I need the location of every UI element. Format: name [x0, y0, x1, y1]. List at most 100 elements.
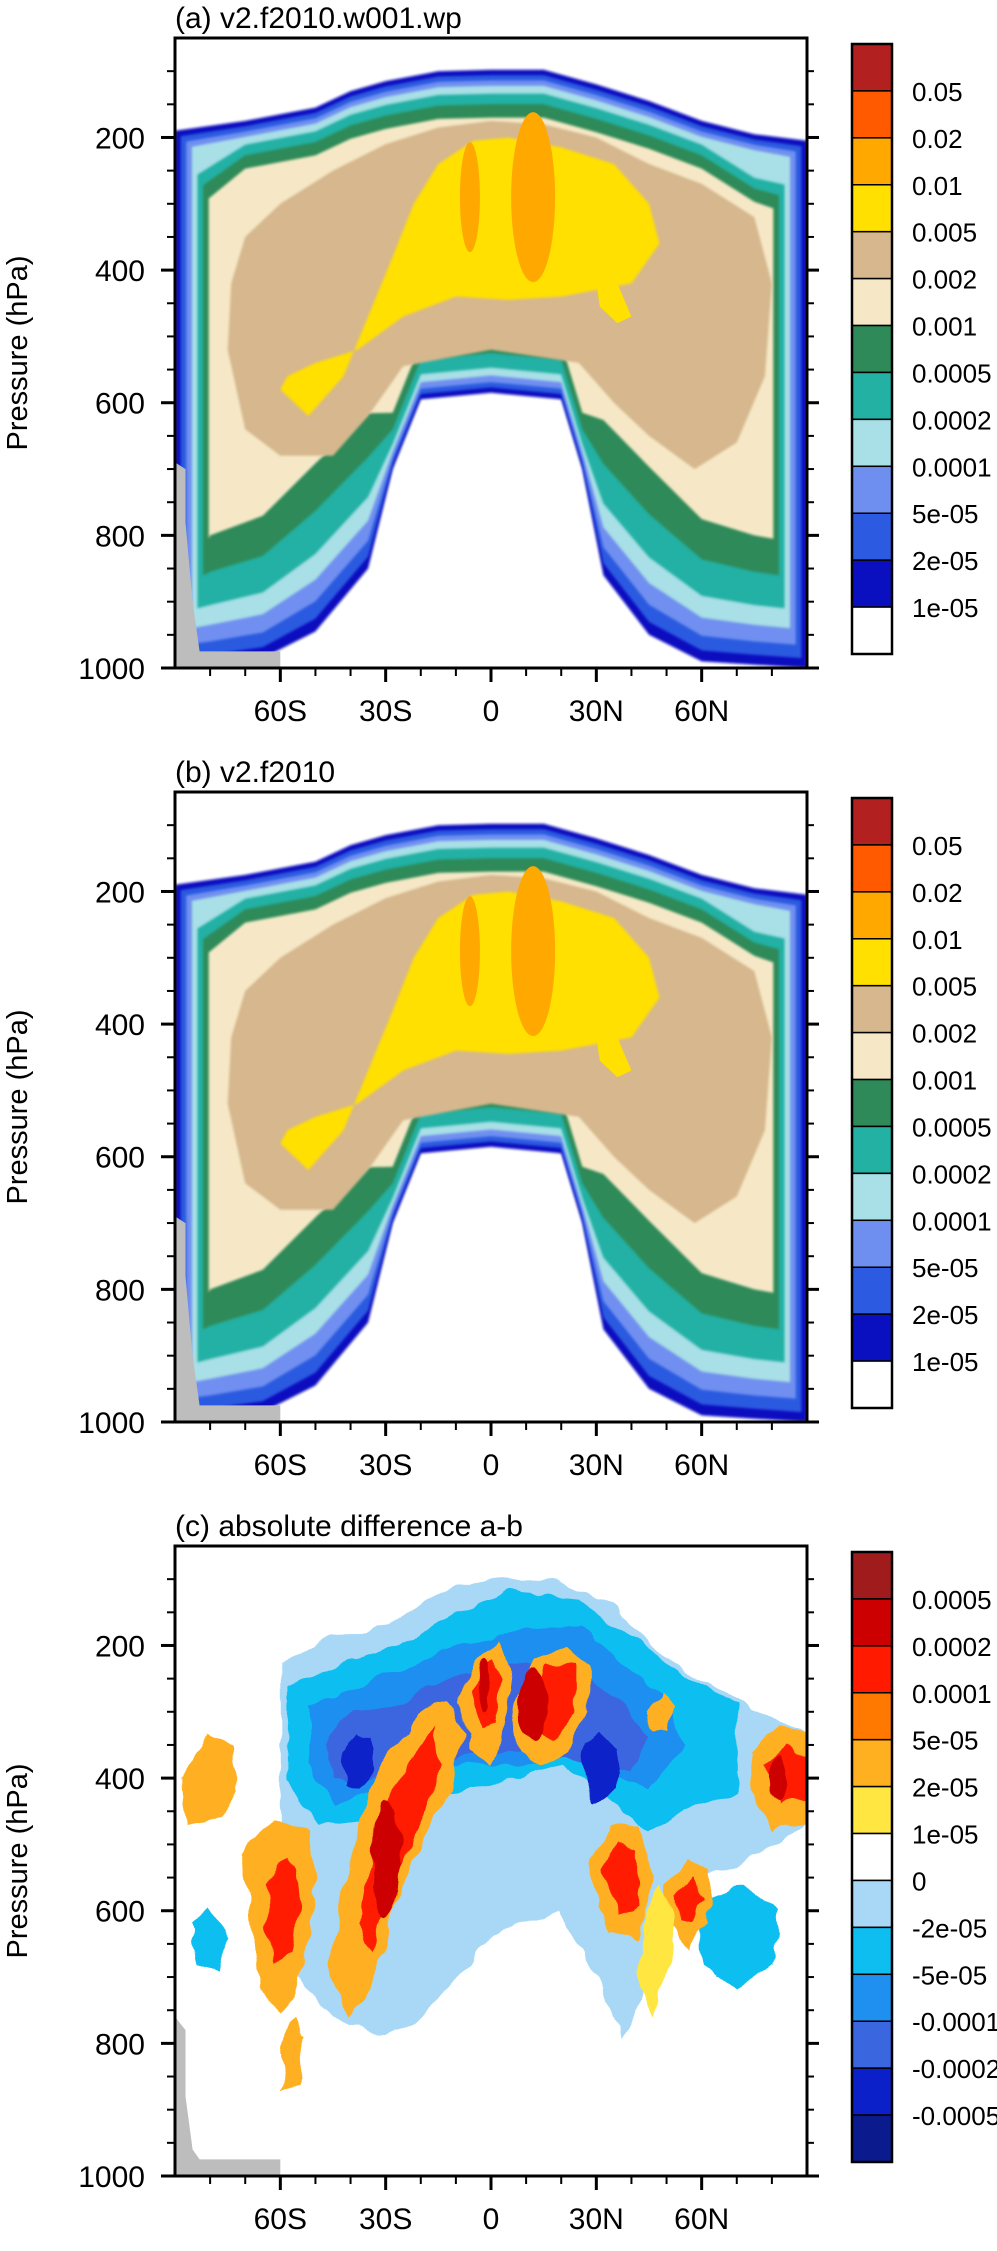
contour-band [477, 1658, 490, 1712]
y-tick-label: 600 [95, 1896, 145, 1929]
colorbar-label: 0.0005 [912, 358, 992, 388]
y-tick-label: 800 [95, 1274, 145, 1307]
colorbar-label: 0.0002 [912, 1159, 992, 1189]
x-tick-label: 30S [359, 1449, 412, 1482]
colorbar-label: 5e-05 [912, 1253, 979, 1283]
colorbar-swatch [851, 512, 893, 561]
topography [175, 1216, 281, 1422]
contour-band [701, 1884, 779, 1991]
colorbar-swatch [851, 2020, 893, 2069]
x-tick-label: 60S [254, 695, 307, 728]
colorbar-swatch [851, 1785, 893, 1835]
x-tick-label: 60N [674, 1449, 729, 1482]
x-tick-label: 0 [483, 1449, 500, 1482]
y-tick-label: 1000 [78, 653, 145, 686]
colorbar-swatch [851, 797, 893, 846]
colorbar-label: -2e-05 [912, 1913, 987, 1943]
colorbar-swatch [851, 1738, 893, 1788]
colorbar-swatch [851, 43, 893, 92]
colorbar-label: 0.0001 [912, 452, 992, 482]
colorbar-swatch [851, 938, 893, 987]
colorbar-swatch [851, 324, 893, 374]
colorbar-swatch [851, 1832, 893, 1882]
x-tick-label: 30N [569, 695, 624, 728]
colorbar-label: 0.005 [912, 972, 977, 1002]
contour-band [511, 112, 556, 283]
colorbar-swatch [851, 1313, 893, 1362]
contour-band [266, 1857, 302, 1964]
contour-band [768, 1755, 789, 1802]
colorbar-swatch [851, 1219, 893, 1268]
colorbar-label: 0.001 [912, 312, 977, 342]
colorbar-swatch [851, 184, 893, 233]
contour-band [459, 896, 480, 1007]
colorbar-label: 0.0001 [912, 1679, 992, 1709]
colorbar-swatch [851, 891, 893, 940]
colorbar-label: 2e-05 [912, 546, 979, 576]
colorbar-frame [850, 796, 894, 1410]
y-tick-label: 200 [95, 876, 145, 909]
y-tick-label: 200 [95, 1630, 145, 1663]
colorbar-label: 0.02 [912, 878, 963, 908]
colorbar-swatch [851, 371, 893, 421]
contour-field-0 [175, 69, 807, 668]
colorbar-label: 0.01 [912, 925, 963, 955]
colorbar-frame [850, 1550, 894, 2164]
colorbar-label: 2e-05 [912, 1773, 979, 1803]
colorbar-label: -0.0001 [912, 2007, 997, 2037]
y-tick-label: 200 [95, 122, 145, 155]
y-tick-label: 800 [95, 2028, 145, 2061]
y-tick-label: 400 [95, 1009, 145, 1042]
x-tick-label: 60N [674, 695, 729, 728]
y-tick-label: 600 [95, 1142, 145, 1175]
colorbar-frame [850, 42, 894, 656]
colorbar-label: 1e-05 [912, 1820, 979, 1850]
y-tick-label: 1000 [78, 1407, 145, 1440]
x-tick-label: 0 [483, 695, 500, 728]
colorbar-swatch [851, 418, 893, 468]
x-tick-label: 30N [569, 1449, 624, 1482]
x-tick-label: 60S [254, 2203, 307, 2236]
colorbar-swatch [851, 2067, 893, 2116]
colorbar-label: 1e-05 [912, 1347, 979, 1377]
colorbar-swatch [851, 1926, 893, 1976]
colorbar-swatch [851, 1645, 893, 1694]
contour-band [645, 1691, 674, 1732]
colorbar-swatch [851, 1172, 893, 1222]
colorbar-label: 5e-05 [912, 499, 979, 529]
panel-title: (b) v2.f2010 [175, 756, 335, 789]
colorbar-label: 0.005 [912, 218, 977, 248]
y-tick-label: 600 [95, 388, 145, 421]
colorbar-swatch [851, 1031, 893, 1081]
topography [175, 2016, 281, 2176]
x-tick-label: 30S [359, 695, 412, 728]
colorbar-swatch [851, 1266, 893, 1315]
colorbar-swatch [851, 2114, 893, 2163]
contour-band [182, 1731, 239, 1825]
y-tick-label: 400 [95, 255, 145, 288]
x-tick-label: 60N [674, 2203, 729, 2236]
x-tick-label: 60S [254, 1449, 307, 1482]
colorbar-swatch [851, 90, 893, 139]
colorbar-label: 0.002 [912, 1019, 977, 1049]
colorbar-label: 0.02 [912, 124, 963, 154]
colorbar-label: -0.0005 [912, 2101, 997, 2131]
colorbar-label: 5e-05 [912, 1726, 979, 1756]
colorbar-label: 0.0005 [912, 1585, 992, 1615]
colorbar-swatch [851, 277, 893, 327]
colorbar-label: 0.0001 [912, 1206, 992, 1236]
contour-band [582, 1731, 618, 1805]
colorbar-label: 1e-05 [912, 593, 979, 623]
x-tick-label: 0 [483, 2203, 500, 2236]
colorbar-swatch [851, 984, 893, 1034]
colorbar-swatch [851, 1360, 893, 1409]
contour-band [343, 1731, 376, 1792]
colorbar-label: 0.002 [912, 265, 977, 295]
y-tick-label: 400 [95, 1763, 145, 1796]
y-tick-label: 1000 [78, 2161, 145, 2194]
x-tick-label: 30N [569, 2203, 624, 2236]
y-tick-label: 800 [95, 520, 145, 553]
contour-band [638, 1884, 674, 2017]
colorbar-swatch [851, 606, 893, 655]
y-axis-label: Pressure (hPa) [2, 1763, 34, 1958]
